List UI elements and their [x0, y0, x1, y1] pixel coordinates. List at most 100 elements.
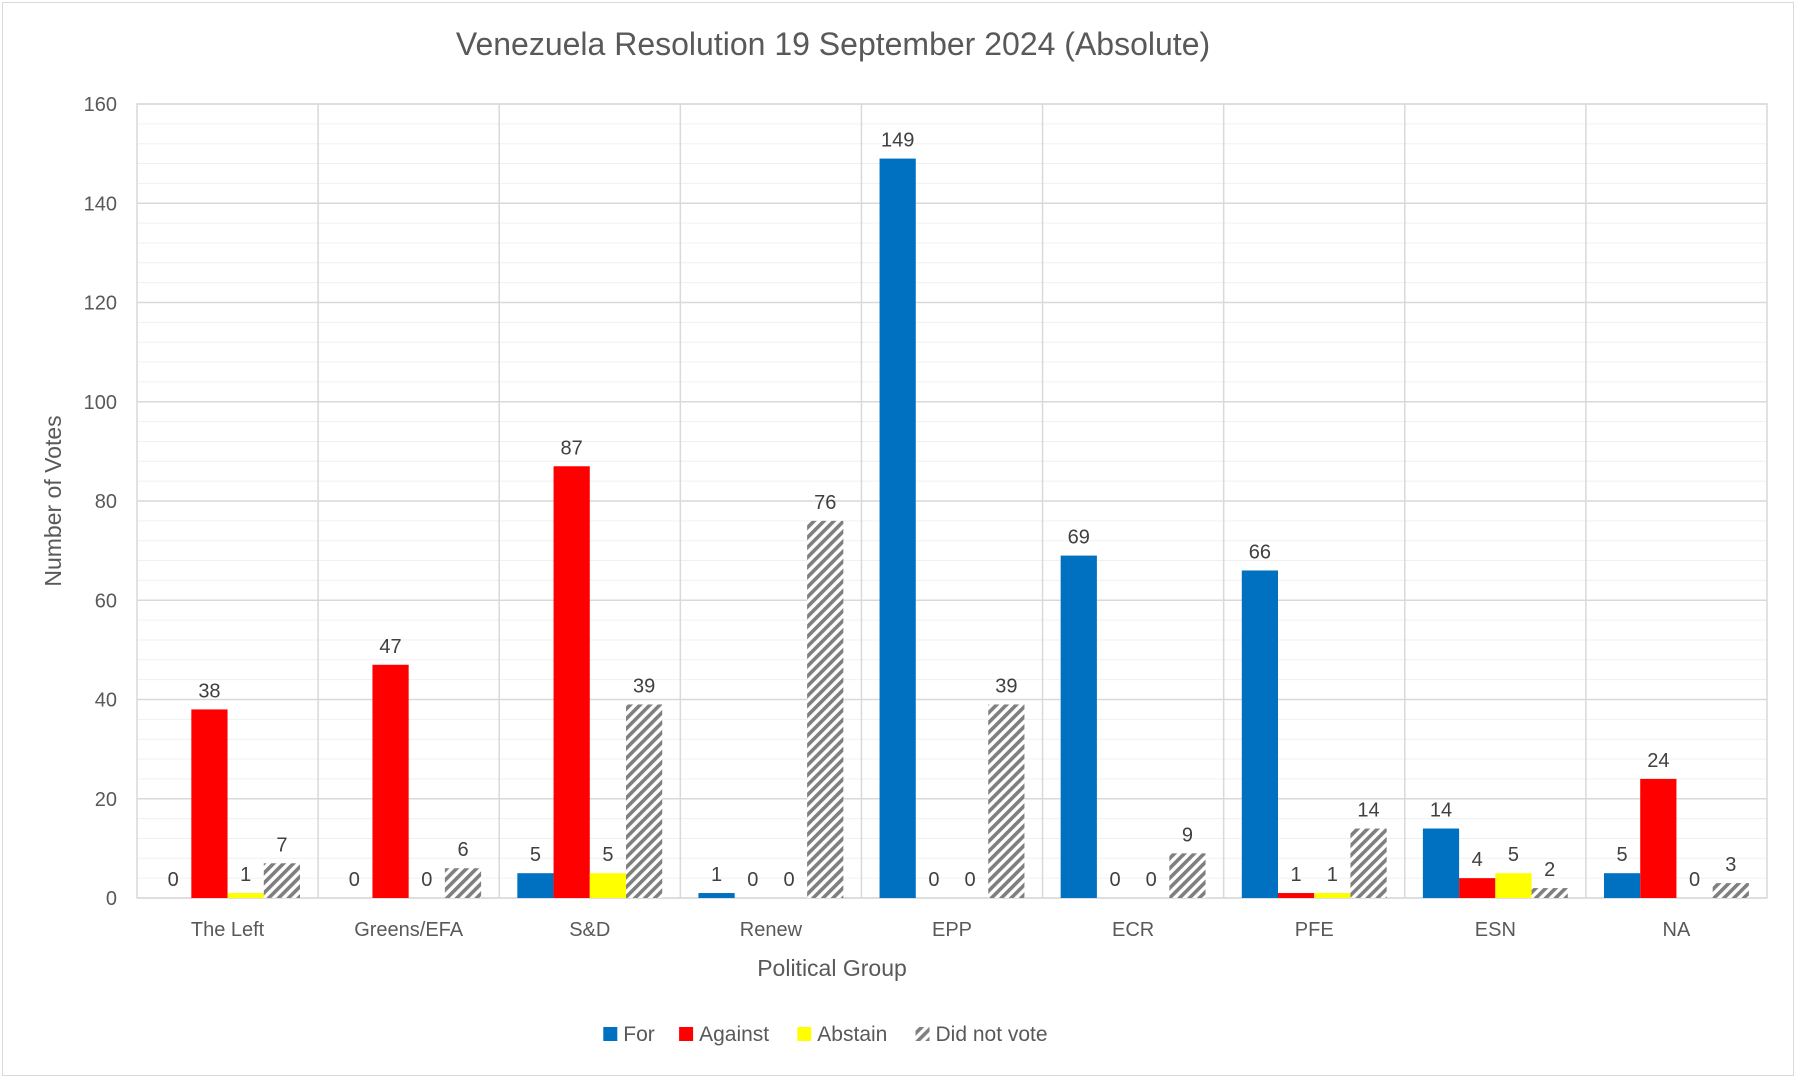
data-label: 69: [1068, 527, 1090, 549]
data-label: 5: [1508, 844, 1519, 866]
legend-swatch: [603, 1027, 618, 1041]
data-label: 0: [349, 869, 360, 891]
bar: [227, 893, 264, 898]
data-label: 3: [1725, 854, 1736, 876]
plot-border: [136, 103, 1768, 899]
plot-area-border: [136, 103, 1768, 899]
data-label: 6: [457, 839, 468, 861]
data-label: 39: [633, 675, 655, 697]
data-label: 0: [421, 869, 432, 891]
bar: [1314, 893, 1351, 898]
bar: [1495, 873, 1532, 898]
data-label: 14: [1357, 800, 1379, 822]
chart-svg: Venezuela Resolution 19 September 2024 (…: [40, 26, 1768, 1046]
data-labels-layer: 0 38 1 7 0 47 0 6 5 87 5 39 1 0 0 76 149 0 0 39 69 0 0 9 66 1 1 14 1…: [168, 130, 1737, 891]
x-tick-label: Greens/EFA: [354, 919, 464, 941]
y-axis-title: Number of Votes: [40, 415, 66, 586]
data-label: 0: [1689, 869, 1700, 891]
x-tick-label: NA: [1663, 919, 1691, 941]
x-tick-label: The Left: [191, 919, 265, 941]
legend-swatch: [915, 1027, 930, 1041]
bar: [807, 520, 844, 898]
data-label: 38: [198, 680, 220, 702]
bars-layer: [191, 158, 1749, 898]
x-tick-label: S&D: [569, 919, 610, 941]
x-axis-title: Political Group: [757, 955, 907, 981]
data-label: 1: [240, 864, 251, 886]
data-label: 0: [1146, 869, 1157, 891]
y-tick-label: 140: [84, 193, 117, 215]
y-tick-label: 20: [95, 789, 117, 811]
bar: [1422, 828, 1460, 898]
data-label: 5: [530, 844, 541, 866]
x-tick-label: PFE: [1295, 919, 1334, 941]
bar: [879, 158, 916, 898]
legend-swatch: [679, 1027, 694, 1041]
y-tick-label: 80: [95, 491, 117, 513]
bar: [1241, 570, 1278, 898]
data-label: 1: [1291, 864, 1302, 886]
y-tick-label: 120: [84, 293, 117, 315]
y-tick-label: 60: [95, 590, 117, 612]
data-label: 0: [1109, 869, 1120, 891]
data-label: 4: [1472, 849, 1483, 871]
data-label: 0: [783, 869, 794, 891]
data-label: 7: [276, 834, 287, 856]
data-label: 0: [965, 869, 976, 891]
bar: [1531, 888, 1568, 898]
y-axis-tick-labels: 0 20 40 60 80 100 120 140 160: [84, 94, 117, 910]
chart-title: Venezuela Resolution 19 September 2024 (…: [456, 26, 1210, 62]
bar: [1169, 853, 1206, 898]
bar: [589, 873, 626, 898]
legend-swatch: [797, 1027, 812, 1041]
legend-label: Against: [699, 1023, 769, 1046]
data-label: 14: [1430, 800, 1452, 822]
bar: [1640, 778, 1677, 898]
data-label: 149: [881, 130, 914, 152]
bar: [988, 704, 1025, 898]
bar: [1604, 873, 1641, 898]
category-separators: [317, 104, 1587, 898]
x-axis-tick-labels: The Left Greens/EFA S&D Renew EPP ECR PFE ESN NA: [191, 919, 1691, 941]
data-label: 2: [1544, 859, 1555, 881]
legend-label: For: [623, 1023, 655, 1046]
data-label: 9: [1182, 824, 1193, 846]
bar: [517, 873, 554, 898]
data-label: 0: [168, 869, 179, 891]
bar: [626, 704, 663, 898]
data-label: 0: [747, 869, 758, 891]
legend-label: Abstain: [817, 1023, 887, 1046]
bar: [372, 664, 409, 898]
y-tick-label: 160: [84, 94, 117, 116]
bar: [698, 893, 735, 898]
data-label: 1: [1327, 864, 1338, 886]
bar: [263, 863, 300, 898]
y-tick-label: 40: [95, 690, 117, 712]
bar: [444, 868, 482, 898]
data-label: 47: [379, 636, 401, 658]
x-tick-label: EPP: [932, 919, 972, 941]
bar: [553, 466, 590, 898]
bar: [1350, 828, 1387, 898]
bar: [1278, 893, 1315, 898]
y-tick-label: 100: [84, 392, 117, 414]
data-label: 5: [602, 844, 613, 866]
data-label: 1: [711, 864, 722, 886]
data-label: 5: [1617, 844, 1628, 866]
data-label: 39: [995, 675, 1017, 697]
x-tick-label: ESN: [1475, 919, 1516, 941]
legend: For Against Abstain Did not vote: [603, 1023, 1048, 1046]
x-tick-label: ECR: [1112, 919, 1154, 941]
x-tick-label: Renew: [740, 919, 803, 941]
bar: [1060, 555, 1097, 898]
data-label: 24: [1647, 750, 1669, 772]
bar: [1712, 883, 1749, 898]
data-label: 87: [561, 437, 583, 459]
data-label: 0: [928, 869, 939, 891]
bar: [191, 709, 228, 898]
data-label: 66: [1249, 541, 1271, 563]
bar: [1459, 878, 1496, 898]
y-tick-label: 0: [106, 888, 117, 910]
data-label: 76: [814, 492, 836, 514]
